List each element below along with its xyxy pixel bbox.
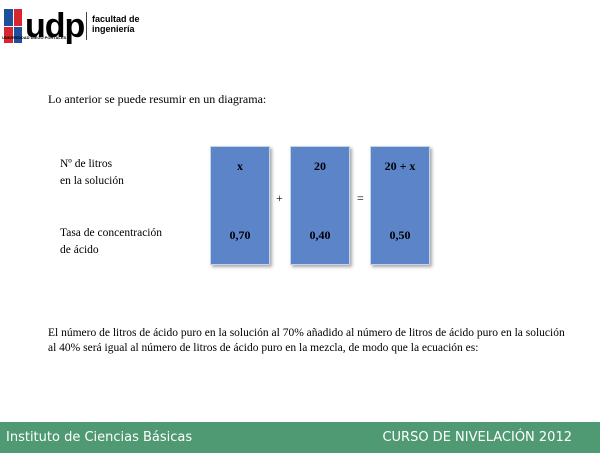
- faculty-line-1: facultad de: [92, 14, 140, 24]
- footer-course: CURSO DE NIVELACIÓN 2012: [382, 430, 572, 445]
- label-litros-line-1: Nº de litros: [60, 158, 113, 170]
- plus-operator: +: [276, 191, 283, 205]
- box-3-concentration: 0,50: [389, 228, 411, 242]
- label-tasa-line-1: Tasa de concentración: [60, 227, 163, 239]
- box-2-concentration: 0,40: [309, 228, 331, 242]
- udp-logo: udp: [4, 7, 85, 45]
- footer-institute: Instituto de Ciencias Básicas: [6, 430, 193, 445]
- faculty-line-2: ingeniería: [92, 24, 135, 34]
- diagram-box-2: 20 0,40: [290, 146, 350, 265]
- box-3-liters: 20 + x: [384, 159, 416, 173]
- box-2-liters: 20: [314, 159, 326, 173]
- label-tasa: Tasa de concentración de ácido: [60, 225, 162, 259]
- logo-subtext: UNIVERSIDAD DIEGO PORTALES: [2, 35, 67, 40]
- logo-wordmark: udp: [25, 7, 85, 45]
- label-tasa-line-2: de ácido: [60, 244, 99, 256]
- intro-text: Lo anterior se puede resumir en un diagr…: [48, 92, 267, 106]
- label-litros: Nº de litros en la solución: [60, 156, 124, 190]
- logo-divider: [86, 12, 87, 40]
- box-1-liters: x: [237, 159, 243, 173]
- faculty-name: facultad de ingeniería: [92, 14, 140, 34]
- diagram-box-3: 20 + x 0,50: [370, 146, 430, 265]
- footer-bar: Instituto de Ciencias Básicas CURSO DE N…: [0, 422, 600, 453]
- diagram-box-1: x 0,70: [210, 146, 270, 265]
- conclusion-text: El número de litros de ácido puro en la …: [48, 327, 565, 354]
- box-1-concentration: 0,70: [229, 228, 251, 242]
- crest-icon: [4, 9, 22, 43]
- label-litros-line-2: en la solución: [60, 175, 124, 187]
- equals-operator: =: [357, 191, 364, 205]
